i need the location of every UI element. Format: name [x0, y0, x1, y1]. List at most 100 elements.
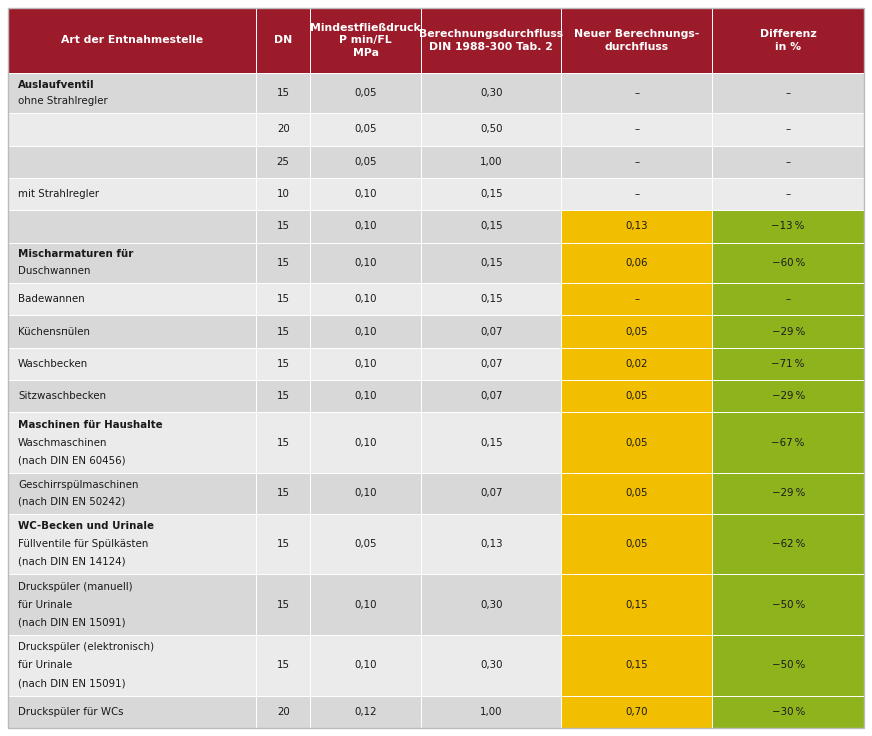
Text: 0,15: 0,15	[480, 294, 502, 304]
Bar	[8, 243, 256, 283]
Text: 15: 15	[276, 88, 290, 98]
Text: 0,05: 0,05	[355, 539, 377, 549]
Bar	[421, 380, 561, 412]
Text: 15: 15	[276, 222, 290, 231]
Text: 0,10: 0,10	[355, 222, 377, 231]
Text: 0,13: 0,13	[480, 539, 502, 549]
Text: −29 %: −29 %	[772, 392, 805, 401]
Bar	[561, 635, 712, 696]
Bar	[256, 283, 310, 316]
Bar	[421, 696, 561, 728]
Text: −50 %: −50 %	[772, 660, 805, 670]
Bar	[310, 146, 421, 178]
Text: 0,05: 0,05	[355, 157, 377, 167]
Text: Berechnungsdurchfluss
DIN 1988-300 Tab. 2: Berechnungsdurchfluss DIN 1988-300 Tab. …	[419, 29, 563, 52]
Text: 0,30: 0,30	[480, 660, 502, 670]
Bar	[561, 348, 712, 380]
Text: 0,30: 0,30	[480, 600, 502, 609]
Bar	[8, 380, 256, 412]
Text: 0,10: 0,10	[355, 600, 377, 609]
Text: Mindestfließdruck
P min/FL
MPa: Mindestfließdruck P min/FL MPa	[310, 23, 421, 58]
Bar	[561, 283, 712, 316]
Text: –: –	[634, 157, 639, 167]
Text: 10: 10	[276, 189, 290, 199]
Text: −67 %: −67 %	[772, 438, 805, 447]
Bar	[310, 316, 421, 348]
Text: 0,10: 0,10	[355, 660, 377, 670]
Bar	[256, 348, 310, 380]
Bar	[421, 348, 561, 380]
Text: 0,10: 0,10	[355, 189, 377, 199]
Bar	[256, 210, 310, 243]
Text: 0,70: 0,70	[625, 707, 648, 717]
Text: 0,15: 0,15	[480, 258, 502, 268]
Text: 0,07: 0,07	[480, 359, 502, 369]
Bar	[310, 380, 421, 412]
Bar	[561, 473, 712, 514]
Bar	[421, 146, 561, 178]
Bar	[421, 73, 561, 113]
Text: für Urinale: für Urinale	[18, 660, 72, 670]
Text: 15: 15	[276, 660, 290, 670]
Text: (nach DIN EN 60456): (nach DIN EN 60456)	[18, 456, 126, 466]
Bar	[8, 283, 256, 316]
Bar	[310, 348, 421, 380]
Bar	[310, 210, 421, 243]
Text: Duschwannen: Duschwannen	[18, 266, 91, 276]
Bar	[421, 316, 561, 348]
Text: 0,15: 0,15	[625, 600, 648, 609]
Text: 15: 15	[276, 438, 290, 447]
Text: Küchensпülen: Küchensпülen	[18, 327, 90, 336]
Bar	[310, 473, 421, 514]
Bar	[8, 178, 256, 210]
Text: 1,00: 1,00	[480, 157, 502, 167]
Text: WC-Becken und Urinale: WC-Becken und Urinale	[18, 521, 154, 531]
Text: −29 %: −29 %	[772, 327, 805, 336]
Bar	[310, 412, 421, 473]
Text: 0,10: 0,10	[355, 258, 377, 268]
Bar	[421, 113, 561, 146]
Text: Differenz
in %: Differenz in %	[760, 29, 816, 52]
Bar	[256, 113, 310, 146]
Text: 0,10: 0,10	[355, 489, 377, 498]
Bar	[561, 8, 712, 73]
Bar	[256, 412, 310, 473]
Text: Maschinen für Haushalte: Maschinen für Haushalte	[18, 420, 162, 430]
Bar	[712, 574, 864, 635]
Bar	[256, 473, 310, 514]
Text: Badewannen: Badewannen	[18, 294, 85, 304]
Text: 15: 15	[276, 359, 290, 369]
Text: −62 %: −62 %	[772, 539, 805, 549]
Text: (nach DIN EN 15091): (nach DIN EN 15091)	[18, 618, 126, 628]
Bar	[421, 8, 561, 73]
Bar	[421, 243, 561, 283]
Bar	[712, 412, 864, 473]
Bar	[256, 380, 310, 412]
Bar	[561, 210, 712, 243]
Text: 25: 25	[276, 157, 290, 167]
Bar	[561, 412, 712, 473]
Bar	[8, 574, 256, 635]
Bar	[421, 412, 561, 473]
Text: 0,10: 0,10	[355, 438, 377, 447]
Bar	[8, 113, 256, 146]
Bar	[561, 243, 712, 283]
Text: für Urinale: für Urinale	[18, 600, 72, 609]
Text: 15: 15	[276, 600, 290, 609]
Bar	[561, 178, 712, 210]
Text: 0,07: 0,07	[480, 327, 502, 336]
Text: –: –	[786, 189, 791, 199]
Bar	[421, 574, 561, 635]
Text: 20: 20	[276, 707, 290, 717]
Text: (nach DIN EN 14124): (nach DIN EN 14124)	[18, 557, 126, 567]
Bar	[256, 73, 310, 113]
Text: Druckspüler (elektronisch): Druckspüler (elektronisch)	[18, 643, 154, 652]
Text: 0,05: 0,05	[625, 327, 648, 336]
Bar	[256, 243, 310, 283]
Bar	[8, 473, 256, 514]
Bar	[421, 210, 561, 243]
Bar	[8, 514, 256, 574]
Bar	[8, 73, 256, 113]
Text: 15: 15	[276, 489, 290, 498]
Text: 0,10: 0,10	[355, 294, 377, 304]
